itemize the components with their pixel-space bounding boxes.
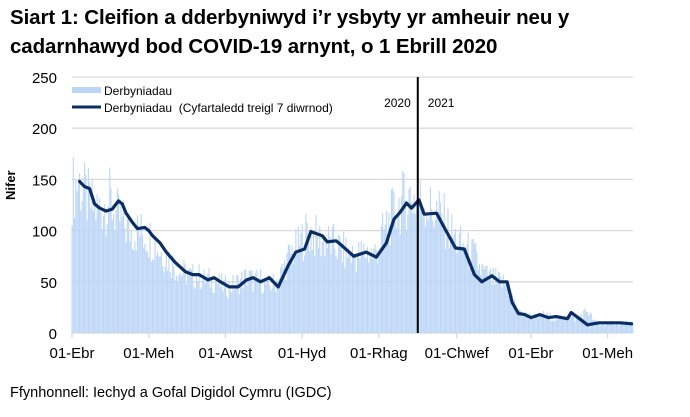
year-label-2020: 2020: [384, 96, 411, 110]
x-tick-label: 01-Ebr: [508, 345, 553, 362]
bar-series-derbyniadau: [71, 156, 634, 333]
year-label-2021: 2021: [428, 96, 455, 110]
y-tick-label: 150: [32, 172, 57, 189]
chart-title: Siart 1: Cleifion a dderbyniwyd i’r ysby…: [10, 6, 570, 58]
y-tick-label: 100: [32, 224, 57, 241]
x-tick-label: 01-Chwef: [425, 345, 490, 362]
x-tick-label: 01-Meh: [582, 345, 633, 362]
source-note: Ffynhonnell: Iechyd a Gofal Digidol Cymr…: [10, 385, 332, 401]
y-tick-label: 50: [40, 275, 57, 292]
x-tick-label: 01-Meh: [123, 345, 174, 362]
legend-bar-swatch: [72, 87, 101, 93]
x-tick-label: 01-Ebr: [49, 345, 94, 362]
legend-label-line: Derbyniadau (Cyfartaledd treigl 7 diwrno…: [104, 101, 333, 115]
y-tick-label: 200: [32, 121, 57, 138]
year-divider-line: 2020 2021: [384, 77, 455, 333]
y-tick-label: 0: [49, 326, 57, 343]
x-axis-ticks: 01-Ebr 01-Meh 01-Awst 01-Hyd 01-Rhag 01-Chwef…: [49, 333, 633, 362]
y-axis-ticks: 0 50 100 150 200 250: [32, 70, 57, 343]
line-series-rolling-average: [77, 179, 634, 327]
x-tick-label: 01-Hyd: [278, 345, 326, 362]
y-axis-label: Nifer: [3, 170, 18, 200]
x-tick-label: 01-Rhag: [350, 345, 408, 362]
legend-label-bars: Derbyniadau: [104, 84, 172, 98]
legend: Derbyniadau Derbyniadau (Cyfartaledd trei…: [72, 84, 333, 115]
y-tick-label: 250: [32, 70, 57, 87]
x-tick-label: 01-Awst: [198, 345, 253, 362]
